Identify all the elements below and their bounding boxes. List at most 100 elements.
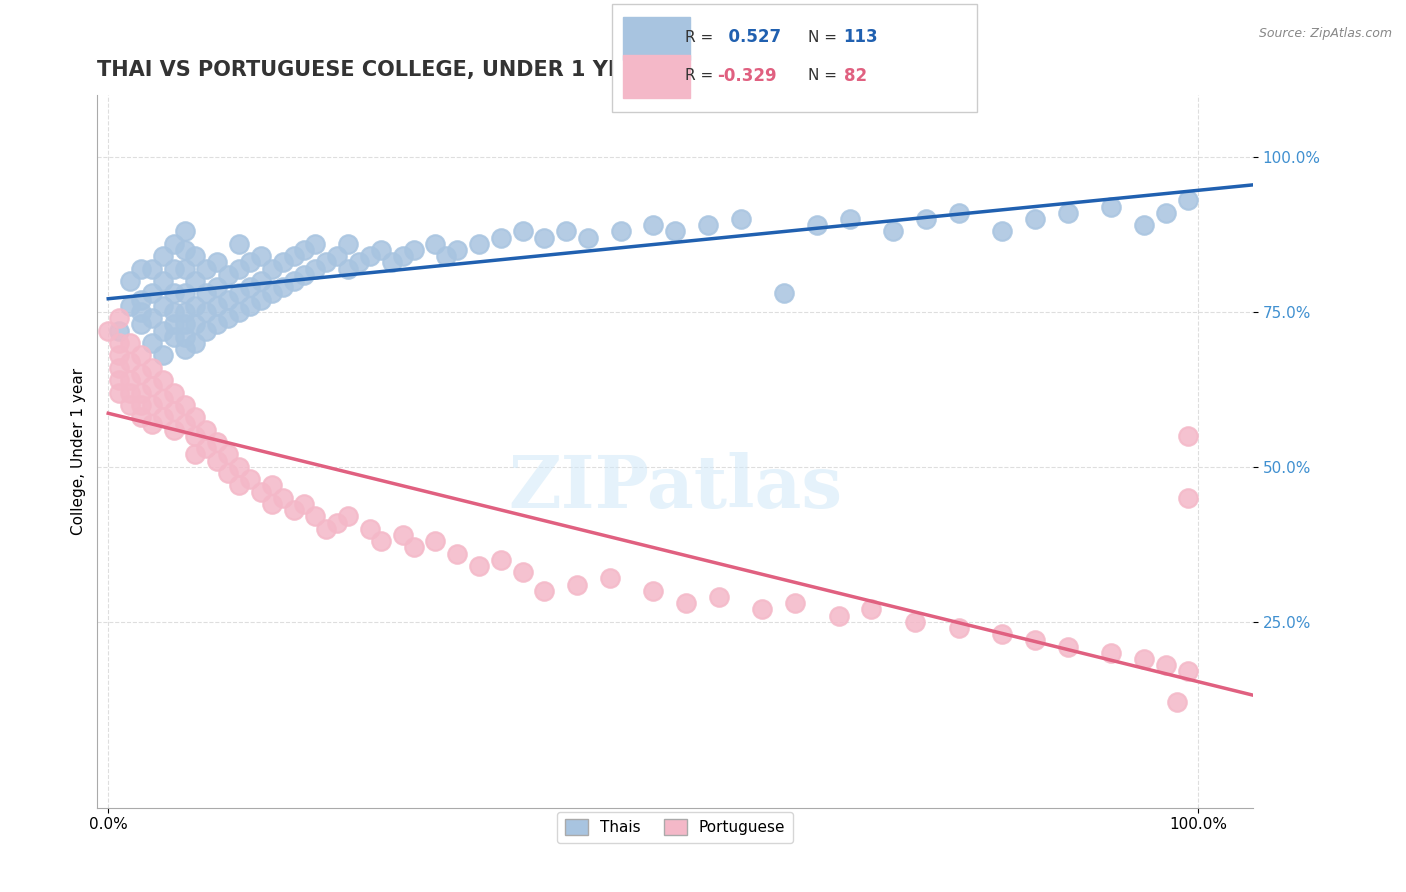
Point [434, 249, 457, 263]
Point [129, 305, 152, 319]
Point [108, 311, 131, 326]
Point [337, 236, 360, 251]
Point [217, 268, 239, 282]
Point [1024, 212, 1046, 227]
Text: -0.329: -0.329 [717, 67, 776, 85]
Point [217, 293, 239, 307]
Point [129, 385, 152, 400]
Point [173, 243, 195, 257]
Point [108, 335, 131, 350]
Point [141, 398, 163, 412]
Point [838, 212, 860, 227]
Point [991, 627, 1014, 641]
Point [129, 348, 152, 362]
Point [828, 608, 851, 623]
Point [283, 249, 305, 263]
Point [207, 435, 229, 450]
Point [195, 423, 218, 437]
Point [129, 293, 152, 307]
Point [260, 261, 283, 276]
Point [1024, 633, 1046, 648]
Point [173, 398, 195, 412]
Point [882, 224, 904, 238]
Point [108, 324, 131, 338]
Point [260, 478, 283, 492]
Point [402, 541, 425, 555]
Point [915, 212, 938, 227]
Point [141, 261, 163, 276]
Point [730, 212, 752, 227]
Point [294, 268, 316, 282]
Point [217, 466, 239, 480]
Text: R =: R = [685, 69, 718, 83]
Point [173, 342, 195, 356]
Point [141, 286, 163, 301]
Point [576, 230, 599, 244]
Point [948, 621, 970, 635]
Point [163, 318, 186, 332]
Point [129, 261, 152, 276]
Point [1166, 695, 1188, 709]
Point [108, 360, 131, 375]
Point [609, 224, 631, 238]
Text: Source: ZipAtlas.com: Source: ZipAtlas.com [1258, 27, 1392, 40]
Point [163, 423, 186, 437]
Point [304, 236, 326, 251]
Point [173, 330, 195, 344]
Text: ZIPatlas: ZIPatlas [508, 451, 842, 523]
Point [184, 318, 207, 332]
Point [141, 379, 163, 393]
Point [217, 311, 239, 326]
Text: THAI VS PORTUGUESE COLLEGE, UNDER 1 YEAR CORRELATION CHART: THAI VS PORTUGUESE COLLEGE, UNDER 1 YEAR… [97, 60, 911, 79]
Point [1099, 646, 1122, 660]
Point [141, 335, 163, 350]
Point [806, 218, 828, 232]
Point [163, 330, 186, 344]
Point [512, 566, 534, 580]
Point [773, 286, 796, 301]
Point [489, 230, 512, 244]
Point [228, 286, 250, 301]
Point [207, 453, 229, 467]
Point [1099, 200, 1122, 214]
Point [271, 491, 294, 505]
Point [391, 249, 413, 263]
Point [184, 274, 207, 288]
Point [207, 318, 229, 332]
Point [163, 305, 186, 319]
Point [446, 243, 468, 257]
Point [468, 559, 491, 574]
Point [283, 503, 305, 517]
Point [250, 293, 273, 307]
Point [129, 367, 152, 381]
Text: 113: 113 [844, 29, 879, 46]
Point [1177, 665, 1199, 679]
Point [152, 373, 174, 387]
Point [120, 373, 142, 387]
Point [163, 385, 186, 400]
Point [512, 224, 534, 238]
Point [1154, 206, 1177, 220]
Point [337, 261, 360, 276]
Point [152, 324, 174, 338]
Point [141, 417, 163, 431]
Point [152, 274, 174, 288]
Point [173, 318, 195, 332]
Point [370, 534, 392, 549]
Point [283, 274, 305, 288]
Point [1056, 640, 1078, 654]
Point [228, 478, 250, 492]
Point [173, 286, 195, 301]
Point [1177, 491, 1199, 505]
Point [239, 280, 262, 294]
Point [129, 318, 152, 332]
Text: 0.527: 0.527 [717, 29, 782, 46]
Point [108, 385, 131, 400]
Point [948, 206, 970, 220]
Point [207, 299, 229, 313]
Point [97, 324, 120, 338]
Point [250, 484, 273, 499]
Point [207, 255, 229, 269]
Point [599, 571, 621, 585]
Point [675, 596, 697, 610]
